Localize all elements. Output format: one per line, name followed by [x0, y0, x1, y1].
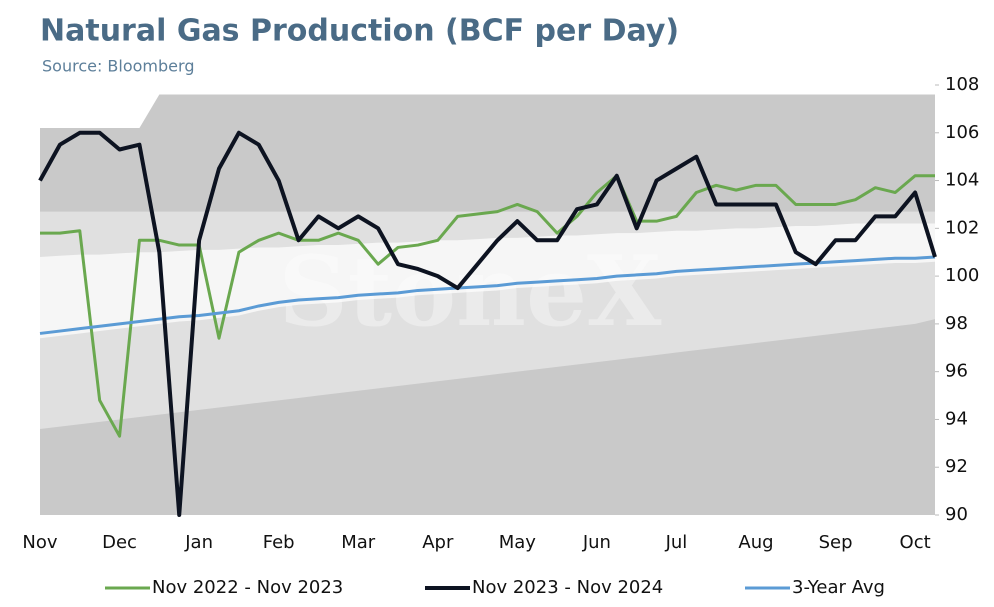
x-tick-label: Aug: [738, 532, 773, 553]
watermark: StoneX: [278, 235, 662, 348]
band: [40, 223, 935, 339]
legend-label: Nov 2023 - Nov 2024: [472, 577, 663, 598]
legend-label: Nov 2022 - Nov 2023: [152, 577, 343, 598]
x-tick-label: Jul: [665, 532, 688, 553]
y-tick-label: 102: [945, 217, 979, 238]
series-line: [39, 255, 936, 335]
x-tick-label: Jan: [184, 532, 213, 553]
x-tick-label: Dec: [102, 532, 137, 553]
y-tick-label: 100: [945, 265, 979, 286]
y-tick-label: 90: [945, 504, 968, 525]
series-line: [40, 174, 935, 438]
x-tick-label: Jun: [582, 532, 611, 553]
x-tick-label: Sep: [819, 532, 853, 553]
y-tick-label: 106: [945, 122, 979, 143]
chart-subtitle: Source: Bloomberg: [42, 57, 194, 76]
x-tick-label: Feb: [263, 532, 295, 553]
y-tick-label: 98: [945, 313, 968, 334]
y-tick-label: 94: [945, 408, 968, 429]
y-tick-label: 92: [945, 456, 968, 477]
y-tick-label: 104: [945, 170, 979, 191]
y-tick-label: 96: [945, 361, 968, 382]
y-tick-label: 108: [945, 74, 979, 95]
x-tick-label: Mar: [341, 532, 376, 553]
x-tick-label: Oct: [900, 532, 931, 553]
chart-title: Natural Gas Production (BCF per Day): [40, 14, 679, 49]
x-tick-label: May: [499, 532, 537, 553]
x-tick-label: Nov: [22, 532, 57, 553]
x-tick-label: Apr: [422, 532, 454, 553]
legend-label: 3-Year Avg: [792, 577, 885, 598]
series-line: [38, 130, 937, 517]
